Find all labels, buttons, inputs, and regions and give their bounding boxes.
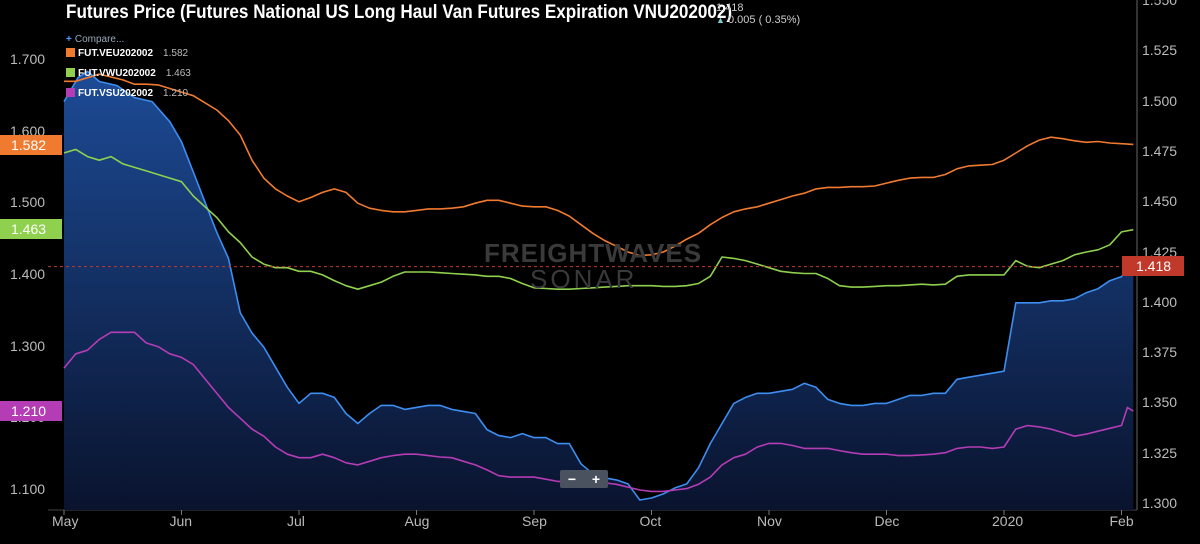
- right-tick-label: 1.550: [1142, 0, 1178, 8]
- last-value-tag-vsu: 1.210: [0, 401, 62, 421]
- x-tick-label: May: [52, 513, 79, 529]
- current-price: 1.418: [716, 2, 744, 14]
- watermark-product: SONAR: [530, 264, 638, 294]
- last-value-tag-veu: 1.582: [0, 135, 62, 155]
- zoom-controls: − +: [560, 470, 608, 488]
- right-tick-label: 1.350: [1142, 394, 1178, 411]
- plus-icon: +: [66, 34, 72, 45]
- zoom-in-button[interactable]: +: [591, 471, 601, 487]
- legend-item-vsu[interactable]: FUT.VSU202002 1.210: [66, 88, 188, 99]
- left-tick-label: 1.300: [10, 337, 46, 354]
- compare-button[interactable]: + Compare...: [66, 34, 124, 45]
- right-tick-label: 1.425: [1142, 243, 1178, 260]
- last-value-tag-vwu: 1.463: [0, 219, 62, 239]
- legend-value-veu: 1.582: [163, 48, 189, 59]
- right-tick-label: 1.525: [1142, 42, 1178, 59]
- zoom-out-button[interactable]: −: [567, 471, 577, 487]
- left-tick-label: 1.400: [10, 265, 46, 282]
- right-tick-label: 1.450: [1142, 193, 1178, 210]
- x-tick-label: Aug: [404, 513, 430, 529]
- series-line-vnu202002: [63, 70, 1134, 501]
- legend-item-vwu[interactable]: FUT.VWU202002 1.463: [66, 68, 191, 79]
- series-line-veu202002: [64, 73, 1134, 257]
- right-tick-label: 1.300: [1142, 495, 1178, 511]
- right-tick-label: 1.475: [1142, 142, 1178, 159]
- x-tick-label: Jul: [287, 513, 305, 529]
- watermark-brand: FREIGHTWAVES: [484, 238, 703, 268]
- legend-name-vsu: FUT.VSU202002: [78, 88, 154, 99]
- legend-value-vwu: 1.463: [165, 68, 191, 79]
- compare-label: Compare...: [74, 34, 125, 45]
- chart-title: Futures Price (Futures National US Long …: [66, 2, 733, 23]
- left-tick-label: 1.700: [10, 50, 46, 67]
- x-tick-label: Nov: [757, 513, 782, 529]
- legend-swatch-vwu: [66, 68, 75, 77]
- legend-swatch-vsu: [66, 88, 75, 97]
- price-change: ▲ 0.005 ( 0.35%): [716, 14, 800, 26]
- series-line-vwu202002: [63, 148, 1134, 290]
- last-value-tag-main: 1.418: [1122, 256, 1184, 276]
- legend-swatch-veu: [66, 48, 75, 57]
- right-tick-label: 1.325: [1142, 444, 1178, 461]
- x-tick-label: Dec: [874, 513, 900, 529]
- right-tick-label: 1.400: [1142, 293, 1178, 310]
- price-change-value: 0.005 ( 0.35%): [727, 14, 801, 26]
- legend-name-veu: FUT.VEU202002: [78, 48, 154, 59]
- series-area-vnu202002: [64, 71, 1134, 511]
- x-tick-label: Oct: [639, 513, 662, 529]
- x-tick-label: 2020: [992, 513, 1024, 529]
- left-tick-label: 1.600: [10, 122, 46, 139]
- x-tick-label: Sep: [522, 513, 547, 529]
- up-arrow-icon: ▲: [716, 15, 725, 25]
- x-tick-label: Jun: [169, 513, 193, 529]
- legend-value-vsu: 1.210: [163, 88, 189, 99]
- left-tick-label: 1.500: [10, 194, 46, 211]
- legend-name-vwu: FUT.VWU202002: [78, 68, 156, 79]
- x-tick-label: Feb: [1109, 513, 1134, 529]
- right-tick-label: 1.375: [1142, 344, 1178, 361]
- right-tick-label: 1.500: [1142, 92, 1178, 109]
- left-tick-label: 1.100: [10, 481, 46, 497]
- legend-item-veu[interactable]: FUT.VEU202002 1.582: [66, 48, 188, 59]
